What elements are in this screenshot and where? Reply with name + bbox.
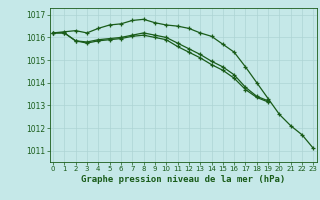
X-axis label: Graphe pression niveau de la mer (hPa): Graphe pression niveau de la mer (hPa) [81,175,285,184]
